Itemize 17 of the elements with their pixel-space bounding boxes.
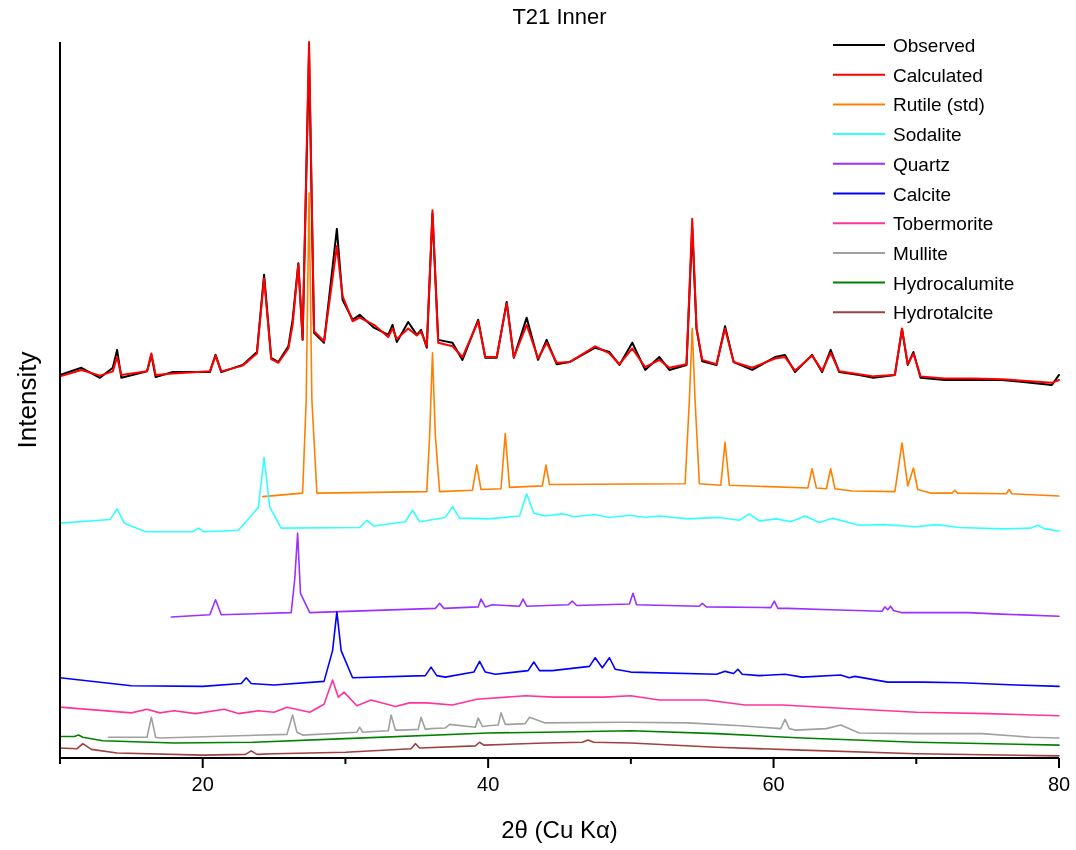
legend-label: Mullite [893, 242, 948, 264]
x-tick-label: 60 [762, 773, 785, 795]
legend-label: Calculated [893, 64, 983, 86]
legend-label: Calcite [893, 183, 952, 205]
x-tick-label: 80 [1047, 773, 1071, 795]
x-axis-title: 2θ (Cu Kα) [501, 816, 618, 843]
x-tick-label: 20 [191, 773, 214, 795]
legend-label: Tobermorite [893, 213, 994, 235]
legend-label: Hydrocalumite [893, 272, 1015, 294]
legend-label: Quartz [893, 153, 951, 175]
chart-title: T21 Inner [512, 4, 607, 29]
legend-label: Hydrotalcite [893, 302, 994, 324]
x-tick-label: 40 [477, 773, 500, 795]
y-axis-title: Intensity [12, 351, 42, 449]
legend-label: Rutile (std) [893, 94, 985, 116]
legend-label: Observed [893, 35, 976, 56]
legend-label: Sodalite [893, 124, 962, 146]
